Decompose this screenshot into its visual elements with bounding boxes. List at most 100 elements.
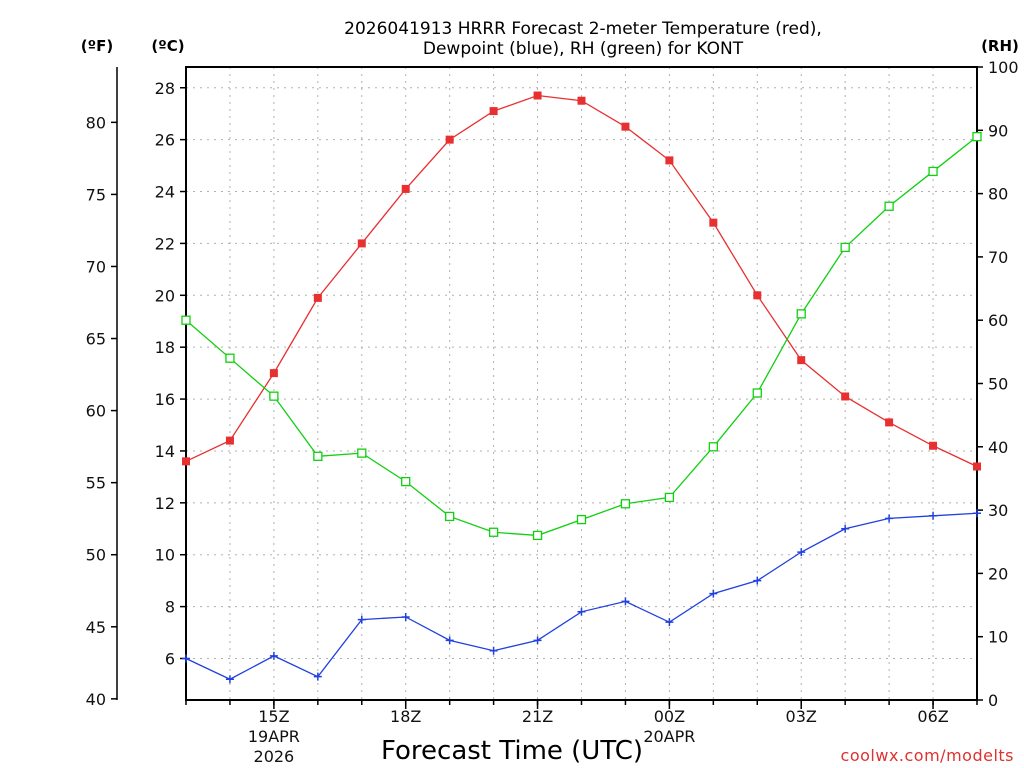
dewpoint-plus-marker <box>182 654 190 663</box>
fahrenheit-tick-label: 70 <box>86 257 106 276</box>
fahrenheit-tick-label: 80 <box>86 113 106 132</box>
data-series <box>181 91 982 684</box>
rh-point <box>488 527 499 537</box>
x-tick-year-label: 2026 <box>254 747 295 766</box>
rh-point <box>576 514 587 525</box>
rh-tick-label: 40 <box>988 438 1008 457</box>
celsius-tick-label: 26 <box>155 131 175 150</box>
celsius-tick-label: 8 <box>165 598 175 617</box>
rh-tick-label: 50 <box>988 375 1008 394</box>
temperature-point <box>841 392 850 401</box>
rh-point <box>796 309 806 319</box>
grid-lines <box>186 67 977 700</box>
dewpoint-plus-marker <box>269 651 278 660</box>
rh-point <box>928 166 938 177</box>
axis-labels: 6 8 10 12 14 16 18 20 22 24 26 28 40 45 50 55 60 65 70 75 80… <box>86 58 1019 766</box>
dewpoint-plus-marker <box>489 646 498 655</box>
dewpoint-point <box>929 511 938 520</box>
x-tick-label: 03Z <box>786 707 817 726</box>
dewpoint-line <box>185 512 978 680</box>
rh-point <box>401 476 411 487</box>
x-tick-label: 18Z <box>390 707 421 726</box>
dewpoint-plus-marker <box>357 615 366 624</box>
rh-point <box>840 242 850 253</box>
fahrenheit-tick-label: 50 <box>86 546 106 565</box>
dewpoint-point <box>841 524 850 533</box>
dewpoint-point <box>269 651 278 660</box>
celsius-tick-label: 20 <box>155 286 175 305</box>
x-axis-title: Forecast Time (UTC) <box>381 736 643 766</box>
celsius-tick-label: 28 <box>155 79 175 98</box>
celsius-tick-label: 14 <box>155 442 175 461</box>
rh-point <box>357 448 367 458</box>
rh-point <box>269 391 279 401</box>
dewpoint-point <box>709 589 718 598</box>
fahrenheit-tick-label: 45 <box>86 618 106 637</box>
rh-tick-label: 20 <box>988 564 1008 583</box>
temperature-point <box>577 96 586 105</box>
rh-tick-label: 80 <box>988 185 1008 204</box>
x-tick-label: 06Z <box>917 707 948 726</box>
unit-label-celsius: (ºC) <box>151 37 184 55</box>
rh-point <box>972 131 982 142</box>
rh-line <box>185 136 978 537</box>
fahrenheit-tick-label: 60 <box>86 402 106 421</box>
temperature-point <box>621 122 630 131</box>
dewpoint-point <box>225 675 234 684</box>
rh-point <box>532 530 543 541</box>
celsius-tick-label: 12 <box>155 494 175 513</box>
rh-tick-label: 10 <box>988 628 1008 647</box>
celsius-tick-label: 24 <box>155 183 175 202</box>
temperature-point <box>753 291 762 300</box>
fahrenheit-tick-label: 65 <box>86 330 106 349</box>
celsius-tick-label: 22 <box>155 234 175 253</box>
dewpoint-plus-marker <box>841 524 850 533</box>
dewpoint-plus-marker <box>533 636 542 645</box>
celsius-tick-label: 18 <box>155 338 175 357</box>
temperature-point <box>313 293 322 302</box>
temperature-point <box>182 457 190 466</box>
dewpoint-point <box>445 636 454 645</box>
temperature-point <box>225 436 234 445</box>
dewpoint-plus-marker <box>445 636 454 645</box>
dewpoint-point <box>489 646 498 655</box>
celsius-tick-label: 10 <box>155 546 175 565</box>
dewpoint-plus-marker <box>313 672 322 681</box>
dewpoint-point <box>313 672 322 681</box>
temperature-point <box>665 156 674 165</box>
rh-tick-label: 90 <box>988 121 1008 140</box>
chart-title-line1: 2026041913 HRRR Forecast 2-meter Tempera… <box>344 19 822 39</box>
dewpoint-plus-marker <box>225 675 234 684</box>
dewpoint-plus-marker <box>885 514 894 523</box>
temperature-point <box>533 91 542 100</box>
dewpoint-point <box>973 509 981 518</box>
rh-tick-label: 30 <box>988 501 1008 520</box>
rh-tick-label: 70 <box>988 248 1008 267</box>
x-tick-date-label: 20APR <box>643 727 695 746</box>
fahrenheit-tick-label: 55 <box>86 474 106 493</box>
dewpoint-point <box>621 597 630 606</box>
temperature-point <box>709 218 718 227</box>
rh-point <box>181 315 191 325</box>
rh-point <box>445 511 455 522</box>
rh-tick-label: 60 <box>988 311 1008 330</box>
rh-tick-label: 100 <box>988 58 1019 77</box>
fahrenheit-tick-label: 75 <box>86 185 106 204</box>
dewpoint-plus-marker <box>401 612 410 621</box>
x-tick-label: 21Z <box>522 707 553 726</box>
rh-point <box>664 492 675 503</box>
rh-point <box>752 388 762 398</box>
dewpoint-point <box>182 654 190 663</box>
chart-title-line2: Dewpoint (blue), RH (green) for KONT <box>423 39 744 59</box>
credit-text: coolwx.com/modelts <box>841 746 1014 765</box>
x-tick-date-label: 19APR <box>248 727 300 746</box>
dewpoint-point <box>665 618 674 627</box>
unit-label-rh: (RH) <box>981 37 1019 55</box>
dewpoint-plus-marker <box>621 597 630 606</box>
temperature-point <box>885 418 894 427</box>
temperature-point <box>357 239 366 248</box>
dewpoint-point <box>533 636 542 645</box>
rh-point <box>884 201 894 211</box>
temperature-point <box>797 356 806 365</box>
